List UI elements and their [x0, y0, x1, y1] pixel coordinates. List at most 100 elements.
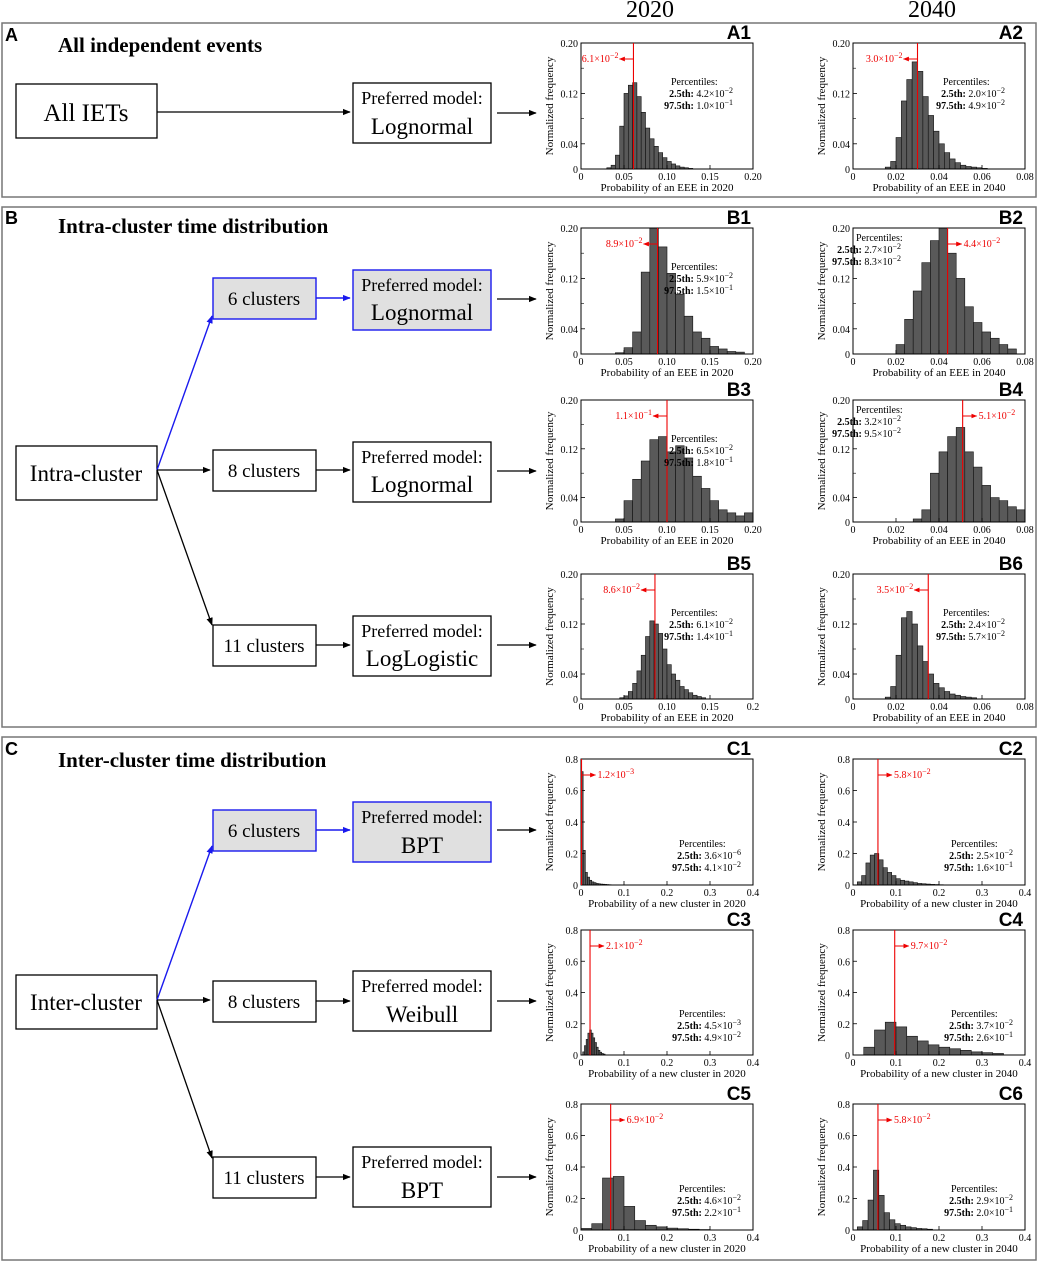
chart-b2-bar [921, 262, 931, 355]
chart-c2-ytick-label: 0.6 [838, 787, 851, 798]
model-box-c11-name: BPT [401, 1178, 443, 1203]
model-box-a-name: Lognormal [371, 114, 473, 139]
chart-b2-bar [1007, 348, 1017, 355]
chart-b6-median-label: 3.5×10−2 [877, 582, 914, 596]
chart-c3-pct-97p5-value-exponent: −2 [732, 1030, 741, 1039]
arrow-inter-to-6 [156, 845, 213, 1001]
chart-c6-pct-2p5-label: 2.5th: [949, 1196, 976, 1207]
chart-c1-ytick-label: 0.2 [566, 850, 579, 861]
chart-b3-bar [649, 439, 659, 523]
chart-c1-pct-2p5-value-mantissa: 3.6×10 [704, 851, 732, 862]
chart-b3-pct-97p5: 97.5th: 1.8×10−1 [664, 455, 733, 469]
chart-b6-bar [895, 654, 902, 700]
chart-b2-ytick-label: 0.12 [833, 274, 851, 285]
chart-b2-bar [947, 252, 957, 355]
chart-a2-bar [890, 161, 897, 170]
chart-b4-bar [1016, 509, 1026, 523]
chart-b5-bar [666, 664, 672, 700]
chart-c6-pct-2p5-value-exponent: −2 [1004, 1193, 1013, 1202]
all-iets-box [15, 83, 158, 139]
chart-c2-bar [861, 875, 867, 886]
chart-b2-bar [990, 337, 1000, 355]
chart-b1-bar [709, 346, 719, 355]
chart-b6-xtick-label: 0.02 [887, 702, 905, 713]
chart-c5-bar [612, 1176, 625, 1231]
chart-b2-xlabel: Probability of an EEE in 2040 [873, 367, 1006, 379]
intra-cluster-box [15, 445, 158, 501]
chart-a1-bar [670, 163, 676, 170]
chart-b5-pct-2p5-value-exponent: −2 [724, 617, 733, 626]
chart-c1-ylabel: Normalized frequency [544, 772, 556, 871]
chart-b1-bar [718, 348, 728, 355]
chart-b6-bar [938, 687, 945, 700]
chart-b6-pct-97p5-value-exponent: −2 [996, 629, 1005, 638]
chart-c4-bar [949, 1048, 961, 1056]
chart-a2: 0 0.02 0.04 0.06 0.08 0 0.04 0.12 0.20 Probabilit… [816, 23, 1034, 194]
chart-c4-median-label-mantissa: 9.7×10 [911, 941, 939, 952]
chart-c3-ytick-label: 0.4 [566, 989, 579, 1000]
chart-b5-pct-2p5: 2.5th: 6.1×10−2 [669, 617, 733, 631]
chart-b2-pct-title: Percentiles: [856, 233, 903, 244]
chart-c5-xtick-label: 0.3 [704, 1233, 717, 1244]
chart-c4-ytick-label: 0 [845, 1051, 850, 1062]
section-letter-a: A [5, 25, 18, 45]
chart-c5-bar [645, 1224, 657, 1231]
chart-b2-bar [973, 322, 983, 355]
chart-c5-bar [602, 1177, 614, 1231]
chart-b2-panel-id: B2 [999, 208, 1023, 229]
chart-a1-bar [645, 127, 651, 170]
chart-b2-ytick-label: 0.04 [833, 325, 851, 336]
b-11-clusters-label: 11 clusters [223, 636, 304, 657]
chart-a1-bar [658, 152, 664, 170]
chart-b5-median-label-mantissa: 8.6×10 [603, 585, 631, 596]
chart-a2-pct-2p5-value-mantissa: 2.0×10 [968, 89, 996, 100]
chart-c6-ylabel: Normalized frequency [816, 1117, 828, 1216]
chart-c6-bar [867, 1199, 874, 1231]
chart-c1-pct-2p5: 2.5th: 3.6×10−6 [677, 848, 741, 862]
b-6-clusters-box [212, 277, 317, 320]
chart-c2-xlabel: Probability of a new cluster in 2040 [860, 898, 1018, 910]
chart-b5-bar [632, 683, 638, 700]
chart-b4-bar [930, 472, 940, 523]
chart-a1-pct-2p5: 2.5th: 4.2×10−2 [669, 86, 733, 100]
chart-c1-pct-97p5-value-mantissa: 4.1×10 [704, 863, 732, 874]
chart-c1-xtick-label: 0.1 [618, 888, 631, 899]
chart-b1-median-label: 8.9×10−2 [606, 236, 643, 250]
year-header-2020: 2020 [626, 0, 674, 23]
panel-a-frame [1, 22, 1037, 198]
chart-c4-xtick-label: 0.2 [933, 1058, 946, 1069]
chart-b1-bar [675, 293, 685, 355]
chart-c1: 0 0.1 0.2 0.3 0.4 0 0.2 0.4 0.6 0.8 Probability of… [544, 739, 759, 910]
chart-b4-panel-id: B4 [999, 380, 1024, 401]
chart-a1-ylabel: Normalized frequency [544, 56, 556, 155]
chart-b1-bar [623, 347, 633, 355]
chart-c5-median-label-mantissa: 6.9×10 [627, 1115, 655, 1126]
chart-c5-xlabel: Probability of a new cluster in 2020 [588, 1243, 746, 1255]
chart-b1-pct-97p5-label: 97.5th: [664, 286, 696, 297]
model-box-c11-caption: Preferred model: [361, 1152, 482, 1172]
chart-c4-pct-2p5-label: 2.5th: [949, 1021, 976, 1032]
chart-b1-panel-id: B1 [727, 208, 752, 229]
chart-c5-pct-97p5: 97.5th: 2.2×10−1 [672, 1205, 741, 1219]
chart-b3-bar [701, 488, 711, 523]
chart-c4-pct-97p5-value-mantissa: 2.6×10 [976, 1033, 1004, 1044]
chart-c1-xtick-label: 0.4 [747, 888, 760, 899]
chart-c4-xtick-label: 0.4 [1019, 1058, 1032, 1069]
chart-b4-pct-97p5-value-mantissa: 9.5×10 [864, 429, 892, 440]
chart-b5-xlabel: Probability of an EEE in 2020 [601, 712, 734, 724]
chart-c1-ytick-label: 0 [573, 881, 578, 892]
chart-c5-ytick-label: 0 [573, 1226, 578, 1237]
chart-b5-pct-97p5-value-mantissa: 1.4×10 [696, 632, 724, 643]
model-box-c6-name: BPT [401, 833, 443, 858]
chart-c5-median-label-exponent: −2 [655, 1112, 664, 1121]
chart-b4-xtick-label: 0.02 [887, 525, 905, 536]
chart-a2-pct-title: Percentiles: [943, 77, 990, 88]
chart-b4-bar [990, 497, 1000, 523]
chart-a2-pct-2p5: 2.5th: 2.0×10−2 [941, 86, 1005, 100]
chart-b6-bar [954, 694, 961, 700]
chart-b3-xtick-label: 0.10 [658, 525, 676, 536]
chart-c1-median-label-mantissa: 1.2×10 [598, 770, 626, 781]
model-box-c11 [352, 1146, 492, 1208]
chart-b2-xtick-label: 0 [851, 357, 856, 368]
